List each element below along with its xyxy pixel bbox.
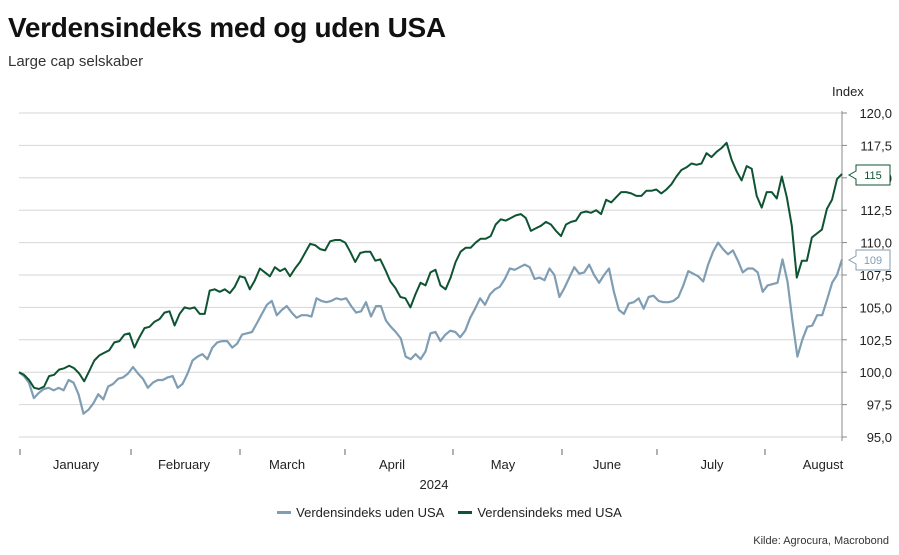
legend: Verdensindeks uden USA Verdensindeks med… xyxy=(0,505,899,520)
source-note: Kilde: Agrocura, Macrobond xyxy=(753,535,889,547)
x-tick-label: June xyxy=(593,457,621,472)
x-tick-label: January xyxy=(53,457,100,472)
y-axis-unit-label: Index xyxy=(832,84,864,99)
end-value-callout xyxy=(847,249,891,271)
legend-swatch-uden-usa xyxy=(277,511,292,514)
x-tick-label: May xyxy=(491,457,516,472)
y-tick-label: 102,5 xyxy=(859,333,892,348)
y-tick-label: 112,5 xyxy=(860,203,892,218)
x-tick-label: July xyxy=(700,457,724,472)
y-tick-label: 117,5 xyxy=(860,138,892,153)
legend-label-uden-usa: Verdensindeks uden USA xyxy=(296,505,445,520)
x-tick-label: February xyxy=(158,457,211,472)
y-tick-label: 120,0 xyxy=(859,106,892,121)
y-tick-label: 95,0 xyxy=(867,430,892,445)
end-value-label: 109 xyxy=(864,255,882,267)
x-tick-label: April xyxy=(379,457,405,472)
y-tick-label: 107,5 xyxy=(859,268,892,283)
y-tick-label: 105,0 xyxy=(859,300,892,315)
legend-item-med-usa: Verdensindeks med USA xyxy=(458,505,622,520)
series-line-uden-usa xyxy=(18,241,844,415)
chart-title: Verdensindeks med og uden USA xyxy=(8,12,446,43)
legend-swatch-med-usa xyxy=(458,511,473,514)
x-axis-label: 2024 xyxy=(420,477,449,492)
x-tick-label: March xyxy=(269,457,305,472)
y-tick-label: 100,0 xyxy=(859,365,892,380)
end-value-callout xyxy=(847,164,891,186)
x-tick-label: August xyxy=(803,457,844,472)
legend-label-med-usa: Verdensindeks med USA xyxy=(477,505,622,520)
end-value-label: 115 xyxy=(864,170,882,182)
legend-item-uden-usa: Verdensindeks uden USA xyxy=(277,505,444,520)
y-tick-label: 97,5 xyxy=(867,398,892,413)
chart-subtitle: Large cap selskaber xyxy=(8,53,144,70)
y-tick-label: 110,0 xyxy=(860,236,892,251)
series-line-med-usa xyxy=(18,141,843,390)
